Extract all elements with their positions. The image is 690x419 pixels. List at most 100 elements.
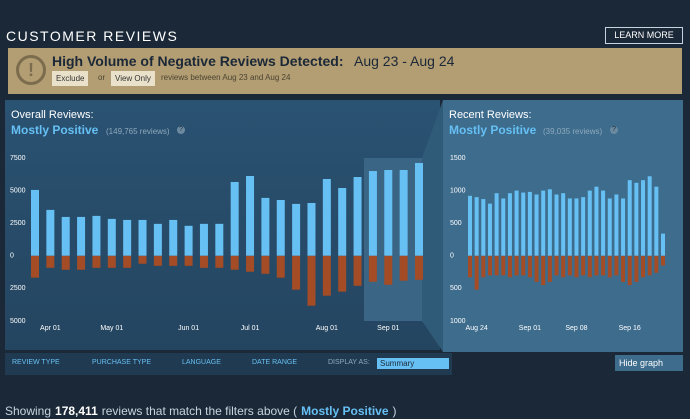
bar <box>627 180 632 256</box>
bar <box>384 255 393 285</box>
bar <box>494 255 499 276</box>
bar <box>338 187 347 256</box>
bar <box>601 190 606 256</box>
bar <box>199 255 208 268</box>
footer-rating: Mostly Positive <box>301 404 389 418</box>
bar <box>474 197 479 256</box>
bar <box>481 255 486 278</box>
bar <box>594 186 599 256</box>
bar <box>561 255 566 278</box>
bar <box>246 175 255 256</box>
bar <box>153 223 162 256</box>
zoom-connector <box>422 100 443 352</box>
bar <box>541 255 546 286</box>
bar <box>621 198 626 256</box>
bar <box>399 169 408 256</box>
bar <box>561 193 566 256</box>
bar <box>554 194 559 256</box>
bar <box>468 255 472 278</box>
bar <box>292 255 301 290</box>
exclude-button[interactable]: Exclude <box>52 71 89 86</box>
bar <box>574 255 579 278</box>
bar <box>77 216 86 256</box>
x-tick-label: Aug 01 <box>316 325 338 332</box>
footer: Showing 178,411 reviews that match the fil… <box>5 404 401 418</box>
hide-graph-button[interactable]: Hide graph <box>615 355 683 371</box>
display-as-label: DISPLAY AS: <box>328 359 370 366</box>
bar <box>501 255 506 276</box>
bar <box>307 202 316 256</box>
bar <box>627 255 632 286</box>
bar <box>276 255 285 278</box>
x-tick-label: Sep 01 <box>377 325 399 332</box>
x-tick-label: Sep 08 <box>565 325 587 332</box>
bar <box>607 255 612 278</box>
alert-icon: ! <box>16 55 46 85</box>
bar <box>169 255 178 266</box>
bar <box>415 255 423 280</box>
footer-prefix: Showing <box>5 404 52 418</box>
filter-language[interactable]: LANGUAGE <box>182 359 221 366</box>
bar <box>661 233 665 256</box>
bar <box>534 255 539 282</box>
y-tick-label: 0 <box>10 253 14 260</box>
recent-label: Recent Reviews: <box>449 109 532 121</box>
bar <box>138 219 147 256</box>
bar <box>527 255 532 278</box>
alert-banner: ! High Volume of Negative Reviews Detect… <box>8 48 682 94</box>
learn-more-button[interactable]: LEARN MORE <box>605 27 683 44</box>
filter-review-type[interactable]: REVIEW TYPE <box>12 359 60 366</box>
bar <box>399 255 408 281</box>
bar <box>514 255 519 276</box>
y-tick-label: 2500 <box>10 285 26 292</box>
bar <box>138 255 147 264</box>
bar <box>31 189 39 256</box>
bar <box>261 255 270 274</box>
footer-middle: reviews that match the filters above ( <box>101 404 298 418</box>
view-only-button[interactable]: View Only <box>111 71 155 86</box>
bar <box>567 255 572 276</box>
bar <box>567 198 572 256</box>
bar <box>654 186 659 256</box>
bar <box>601 255 606 276</box>
bar <box>384 169 393 256</box>
x-tick-label: Apr 01 <box>40 325 61 332</box>
y-tick-label: 1000 <box>450 318 466 325</box>
bar <box>123 255 132 268</box>
bar <box>614 255 619 276</box>
bar <box>521 255 526 276</box>
bar <box>292 203 301 256</box>
bar <box>547 255 552 282</box>
bar <box>230 255 239 270</box>
bar <box>77 255 86 270</box>
bar <box>534 194 539 256</box>
bar <box>92 255 101 268</box>
y-tick-label: 5000 <box>10 318 26 325</box>
bar <box>246 255 255 272</box>
x-tick-label: Sep 01 <box>519 325 541 332</box>
bar <box>276 199 285 256</box>
y-tick-label: 1500 <box>450 155 466 162</box>
help-icon[interactable]: ? <box>177 126 185 134</box>
bar <box>521 192 526 256</box>
alert-title: High Volume of Negative Reviews Detected… <box>52 53 344 69</box>
bar <box>338 255 347 292</box>
bar <box>587 190 592 256</box>
section-title: CUSTOMER REVIEWS <box>6 28 179 44</box>
bar <box>647 176 652 256</box>
bar <box>107 218 116 256</box>
bar <box>322 255 331 296</box>
bar <box>634 255 639 282</box>
bar <box>61 255 70 270</box>
help-icon[interactable]: ? <box>610 126 618 134</box>
recent-rating: Mostly Positive <box>449 123 537 137</box>
filter-purchase-type[interactable]: PURCHASE TYPE <box>92 359 151 366</box>
y-tick-label: 1000 <box>450 187 466 194</box>
bar <box>307 255 316 306</box>
bar <box>322 178 331 256</box>
x-tick-label: Jul 01 <box>241 325 260 332</box>
bar <box>46 255 55 268</box>
bar <box>554 255 559 276</box>
display-select[interactable]: Summary <box>377 358 449 369</box>
filter-date-range[interactable]: DATE RANGE <box>252 359 297 366</box>
